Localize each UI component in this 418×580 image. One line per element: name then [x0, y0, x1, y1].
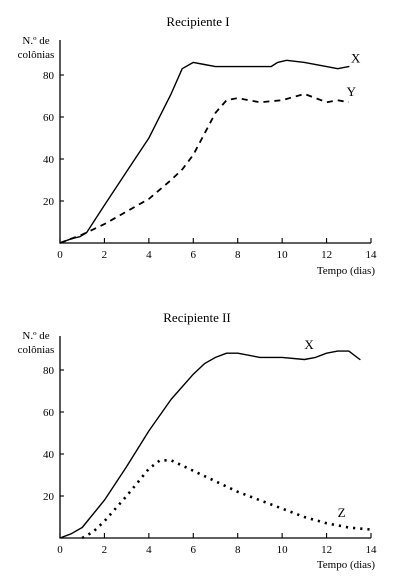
- chart2-series-x-label: X: [304, 337, 314, 352]
- chart1-xtick-label: 8: [235, 249, 241, 261]
- chart1-ytick-label: 20: [43, 196, 55, 208]
- chart1-ytick-label: 40: [43, 154, 55, 166]
- chart2-series-z-label: Z: [338, 505, 346, 520]
- chart1-ylabel-line2: colônias: [18, 49, 55, 61]
- chart2-xtick-label: 2: [102, 544, 108, 556]
- chart2-ylabel-line2: colônias: [18, 344, 55, 356]
- chart1-xtick-label: 14: [366, 249, 378, 261]
- chart1-xtick-label: 12: [321, 249, 332, 261]
- chart2-xtick-label: 6: [191, 544, 197, 556]
- chart1-xtick-label: 4: [146, 249, 152, 261]
- chart1-ytick-label: 60: [43, 112, 55, 124]
- chart2-xlabel: Tempo (dias): [317, 559, 376, 571]
- chart1-xtick-label: 6: [191, 249, 197, 261]
- chart1-series-y-line: [59, 93, 349, 244]
- chart2-xtick-label: 14: [366, 544, 378, 556]
- chart2-ytick-label: 40: [43, 449, 55, 461]
- chart1-ytick-label: 80: [43, 70, 55, 82]
- chart1-ylabel-line1: N.º de: [22, 35, 49, 47]
- chart1-xtick-label: 2: [102, 249, 108, 261]
- chart2-series-z-line: [81, 458, 372, 540]
- chart2-xtick-label: 4: [146, 544, 152, 556]
- chart2-xtick-label: 0: [57, 544, 63, 556]
- chart1-series-x-line: [59, 59, 350, 244]
- chart1-xtick-label: 10: [277, 249, 289, 261]
- chart1-series-x-label: X: [351, 50, 361, 65]
- chart2-ytick-label: 20: [43, 491, 55, 503]
- chart2-title: Recipiente II: [163, 310, 231, 325]
- chart1-series-y-label: Y: [347, 84, 357, 99]
- chart2-series-x-line: [59, 350, 361, 539]
- chart1-title: Recipiente I: [166, 14, 229, 29]
- chart2-xtick-label: 10: [277, 544, 289, 556]
- chart2-ytick-label: 60: [43, 407, 55, 419]
- chart1-xlabel: Tempo (dias): [317, 265, 376, 277]
- chart1-xtick-label: 0: [57, 249, 63, 261]
- chart2-xtick-label: 12: [321, 544, 332, 556]
- chart2-ylabel-line1: N.º de: [22, 330, 49, 342]
- chart2-ytick-label: 80: [43, 365, 55, 377]
- chart2-xtick-label: 8: [235, 544, 241, 556]
